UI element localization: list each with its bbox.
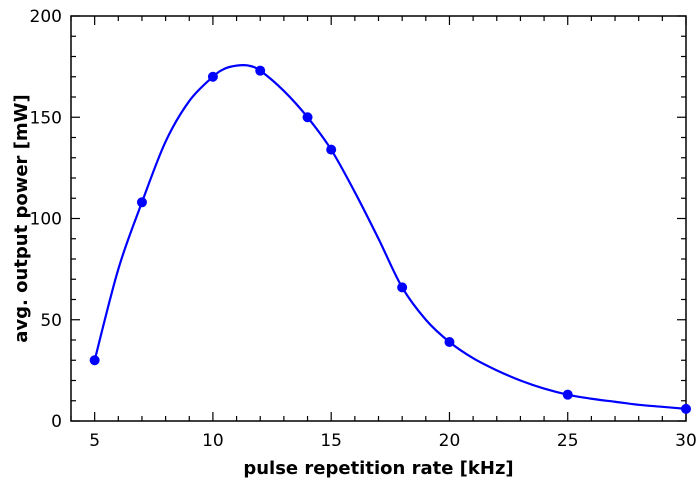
data-point xyxy=(444,337,455,348)
data-point xyxy=(207,71,218,82)
y-tick-label: 0 xyxy=(51,412,62,432)
data-point xyxy=(681,403,691,414)
y-tick-label: 200 xyxy=(30,7,62,27)
y-tick-label: 50 xyxy=(40,311,62,331)
y-tick-label: 150 xyxy=(30,108,62,128)
data-point xyxy=(89,355,100,366)
series-fit-line xyxy=(93,64,687,410)
x-axis-title: pulse repetition rate [kHz] xyxy=(243,458,513,479)
series-markers xyxy=(89,65,691,414)
x-tick-label: 30 xyxy=(675,431,696,451)
x-tick-label: 20 xyxy=(439,431,461,451)
y-axis: 0 50 100 150 200 xyxy=(30,7,686,432)
x-axis: 5 10 15 20 25 30 xyxy=(70,16,696,451)
data-point xyxy=(136,197,147,208)
y-tick-label: 100 xyxy=(30,210,62,230)
data-point xyxy=(562,389,573,400)
plot-area xyxy=(70,15,687,422)
data-point xyxy=(326,144,337,155)
data-point xyxy=(397,282,408,293)
y-axis-title: avg. output power [mW] xyxy=(11,94,32,343)
data-point xyxy=(302,112,313,123)
data-point xyxy=(255,65,266,76)
x-tick-label: 5 xyxy=(89,431,100,451)
x-tick-label: 15 xyxy=(320,431,342,451)
x-tick-label: 25 xyxy=(557,431,579,451)
x-tick-label: 10 xyxy=(202,431,224,451)
